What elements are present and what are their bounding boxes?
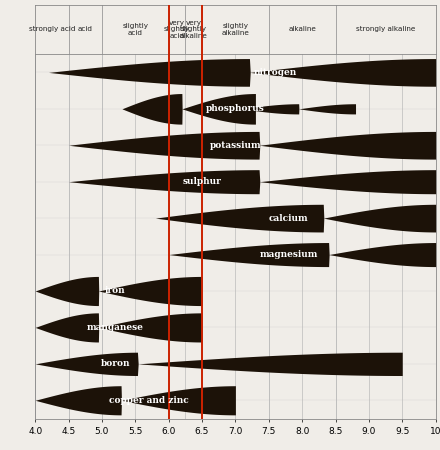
Text: slightly
acid: slightly acid [122, 23, 148, 36]
Text: phosphorus: phosphorus [206, 104, 265, 113]
Text: strongly acid: strongly acid [29, 27, 75, 32]
Text: acid: acid [78, 27, 93, 32]
Text: calcium: calcium [269, 214, 308, 223]
Text: iron: iron [105, 287, 125, 296]
Text: magnesium: magnesium [260, 250, 318, 259]
Text: alkaline: alkaline [288, 27, 316, 32]
Text: strongly alkaline: strongly alkaline [356, 27, 415, 32]
Text: boron: boron [100, 360, 130, 369]
Text: copper and zinc: copper and zinc [109, 396, 188, 405]
Text: nitrogen: nitrogen [254, 68, 297, 77]
Text: very
slightly
acid: very slightly acid [164, 20, 190, 39]
Text: sulphur: sulphur [183, 177, 221, 186]
Text: slightly
alkaline: slightly alkaline [221, 23, 249, 36]
Text: potassium: potassium [209, 141, 261, 150]
Text: very
slightly
alkaline: very slightly alkaline [180, 20, 208, 39]
Text: manganese: manganese [87, 323, 144, 332]
